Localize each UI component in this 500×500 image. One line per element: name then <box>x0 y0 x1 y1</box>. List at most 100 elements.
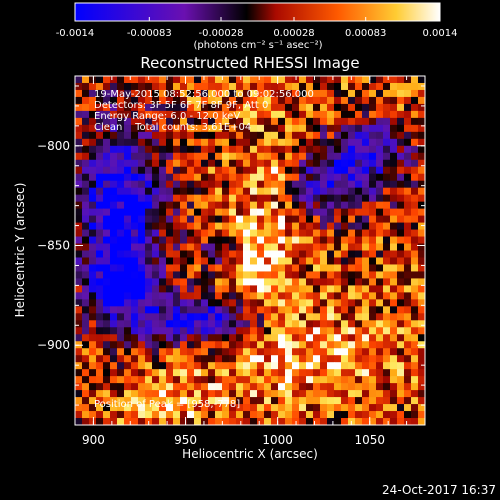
heatmap-cell <box>306 306 314 314</box>
heatmap-cell <box>397 229 405 237</box>
heatmap-cell <box>166 369 174 377</box>
heatmap-cell <box>348 264 356 272</box>
heatmap-cell <box>229 397 237 405</box>
heatmap-cell <box>327 264 335 272</box>
heatmap-cell <box>327 103 335 112</box>
heatmap-cell <box>327 299 335 307</box>
heatmap-cell <box>236 334 244 342</box>
heatmap-cell <box>383 243 391 251</box>
heatmap-cell <box>418 411 425 419</box>
heatmap-cell <box>180 82 188 91</box>
heatmap-cell <box>96 159 104 168</box>
heatmap-cell <box>355 159 363 168</box>
heatmap-cell <box>236 243 244 251</box>
heatmap-cell <box>173 327 181 335</box>
heatmap-cell <box>222 271 230 279</box>
heatmap-cell <box>89 145 97 154</box>
heatmap-cell <box>362 180 370 189</box>
heatmap-cell <box>362 96 370 105</box>
heatmap-cell <box>173 215 181 223</box>
heatmap-cell <box>180 89 188 98</box>
heatmap-cell <box>250 208 258 216</box>
heatmap-cell <box>180 208 188 216</box>
heatmap-cell <box>264 145 272 154</box>
heatmap-cell <box>355 397 363 405</box>
heatmap-cell <box>236 159 244 168</box>
heatmap-cell <box>159 404 167 412</box>
heatmap-cell <box>376 313 384 321</box>
heatmap-cell <box>292 369 300 377</box>
heatmap-cell <box>320 89 328 98</box>
heatmap-cell <box>89 390 97 398</box>
heatmap-cell <box>187 264 195 272</box>
heatmap-cell <box>138 341 146 349</box>
heatmap-cell <box>96 243 104 251</box>
heatmap-cell <box>201 152 209 161</box>
heatmap-cell <box>299 292 307 300</box>
heatmap-cell <box>194 362 202 370</box>
heatmap-cell <box>264 341 272 349</box>
heatmap-cell <box>138 376 146 384</box>
heatmap-cell <box>194 131 202 140</box>
heatmap-cell <box>208 166 216 175</box>
heatmap-cell <box>355 355 363 363</box>
heatmap-cell <box>376 292 384 300</box>
heatmap-cell <box>96 180 104 189</box>
heatmap-cell <box>124 348 132 356</box>
heatmap-cell <box>334 159 342 168</box>
heatmap-cell <box>201 341 209 349</box>
heatmap-cell <box>355 173 363 182</box>
heatmap-cell <box>243 271 251 279</box>
heatmap-cell <box>96 117 104 126</box>
heatmap-cell <box>369 194 377 203</box>
heatmap-cell <box>138 250 146 258</box>
heatmap-cell <box>103 271 111 279</box>
heatmap-cell <box>215 257 223 265</box>
heatmap-cell <box>110 369 118 377</box>
heatmap-cell <box>250 166 258 175</box>
heatmap-cell <box>383 397 391 405</box>
heatmap-cell <box>138 320 146 328</box>
heatmap-cell <box>229 96 237 105</box>
heatmap-cell <box>180 285 188 293</box>
heatmap-cell <box>187 327 195 335</box>
heatmap-cell <box>341 187 349 196</box>
heatmap-cell <box>390 418 398 425</box>
heatmap-cell <box>250 362 258 370</box>
heatmap-cell <box>110 138 118 147</box>
heatmap-cell <box>348 278 356 286</box>
heatmap-cell <box>208 103 216 112</box>
heatmap-cell <box>131 166 139 175</box>
heatmap-cell <box>103 180 111 189</box>
heatmap-cell <box>327 124 335 133</box>
heatmap-cell <box>362 418 370 425</box>
heatmap-cell <box>250 201 258 210</box>
heatmap-cell <box>236 390 244 398</box>
heatmap-cell <box>299 131 307 140</box>
heatmap-cell <box>285 222 293 230</box>
heatmap-cell <box>159 397 167 405</box>
heatmap-cell <box>173 201 181 210</box>
annotation-detectors: Detectors: 3F 5F 6F 7F 8F 9F, Att 0 <box>94 100 268 111</box>
heatmap-cell <box>355 236 363 244</box>
heatmap-cell <box>117 278 125 286</box>
heatmap-cell <box>383 173 391 182</box>
heatmap-cell <box>348 159 356 168</box>
heatmap-cell <box>173 411 181 419</box>
heatmap-cell <box>250 271 258 279</box>
heatmap-cell <box>229 145 237 154</box>
heatmap-cell <box>369 411 377 419</box>
heatmap-cell <box>243 264 251 272</box>
heatmap-cell <box>306 299 314 307</box>
heatmap-cell <box>215 89 223 98</box>
heatmap-cell <box>187 404 195 412</box>
heatmap-cell <box>145 215 153 223</box>
heatmap-cell <box>145 376 153 384</box>
heatmap-cell <box>110 82 118 91</box>
heatmap-cell <box>89 278 97 286</box>
heatmap-cell <box>383 271 391 279</box>
heatmap-cell <box>152 271 160 279</box>
heatmap-cell <box>411 194 419 203</box>
heatmap-cell <box>313 138 321 147</box>
